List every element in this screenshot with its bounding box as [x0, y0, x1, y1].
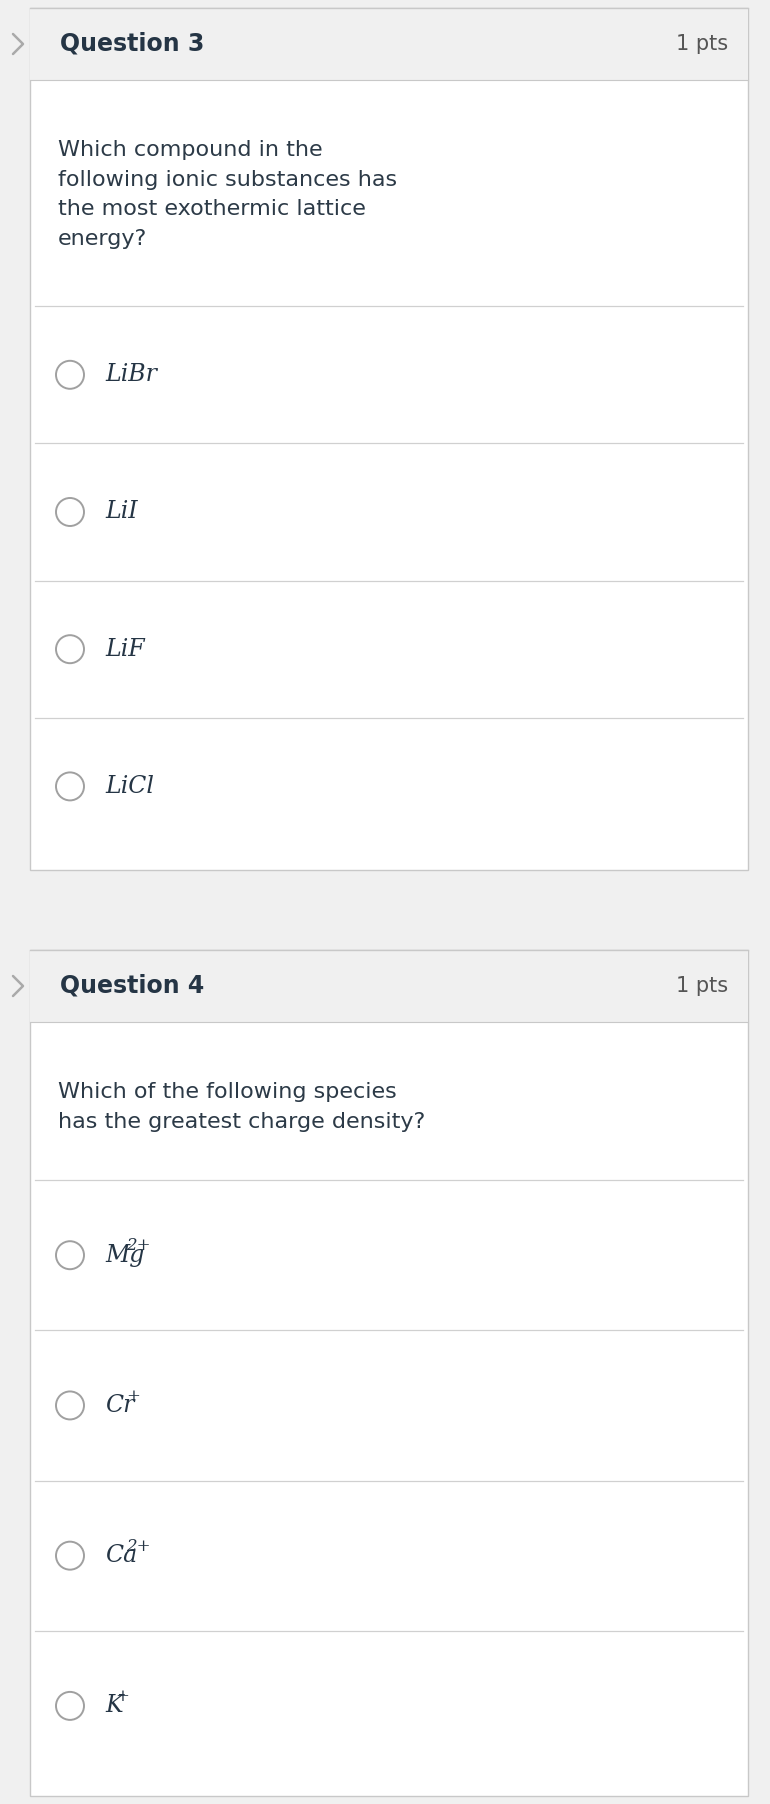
Bar — [30, 951, 748, 1023]
Text: 1 pts: 1 pts — [676, 976, 728, 996]
Text: 2+: 2+ — [126, 1537, 151, 1555]
Text: Question 3: Question 3 — [60, 32, 204, 56]
Text: 1 pts: 1 pts — [676, 34, 728, 54]
Text: Which of the following species
has the greatest charge density?: Which of the following species has the g… — [58, 1082, 425, 1131]
Text: Mg: Mg — [105, 1243, 145, 1266]
Text: 2+: 2+ — [126, 1238, 151, 1254]
Text: LiBr: LiBr — [105, 363, 157, 386]
Text: +: + — [116, 1689, 129, 1705]
Text: Ca: Ca — [105, 1544, 137, 1568]
Bar — [30, 7, 748, 870]
Text: LiF: LiF — [105, 637, 145, 660]
Bar — [30, 7, 748, 79]
Text: LiCl: LiCl — [105, 776, 154, 797]
Text: Which compound in the
following ionic substances has
the most exothermic lattice: Which compound in the following ionic su… — [58, 141, 397, 249]
Text: +: + — [126, 1387, 140, 1405]
Text: Question 4: Question 4 — [60, 974, 204, 998]
Text: K: K — [105, 1694, 122, 1717]
Bar — [30, 951, 748, 1797]
Text: LiI: LiI — [105, 500, 138, 523]
Text: Cr: Cr — [105, 1394, 135, 1416]
